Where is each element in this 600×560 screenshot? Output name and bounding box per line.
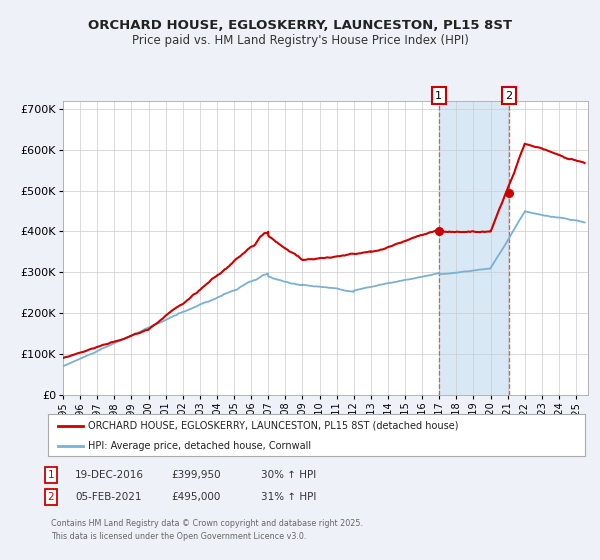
- Text: 1: 1: [47, 470, 55, 480]
- Text: ORCHARD HOUSE, EGLOSKERRY, LAUNCESTON, PL15 8ST: ORCHARD HOUSE, EGLOSKERRY, LAUNCESTON, P…: [88, 18, 512, 32]
- Text: £495,000: £495,000: [171, 492, 220, 502]
- Text: 19-DEC-2016: 19-DEC-2016: [75, 470, 144, 480]
- Text: Contains HM Land Registry data © Crown copyright and database right 2025.: Contains HM Land Registry data © Crown c…: [51, 519, 363, 528]
- Text: 30% ↑ HPI: 30% ↑ HPI: [261, 470, 316, 480]
- Text: Price paid vs. HM Land Registry's House Price Index (HPI): Price paid vs. HM Land Registry's House …: [131, 34, 469, 47]
- Text: This data is licensed under the Open Government Licence v3.0.: This data is licensed under the Open Gov…: [51, 532, 307, 541]
- Text: 05-FEB-2021: 05-FEB-2021: [75, 492, 142, 502]
- Text: 31% ↑ HPI: 31% ↑ HPI: [261, 492, 316, 502]
- Text: £399,950: £399,950: [171, 470, 221, 480]
- Text: 2: 2: [506, 91, 513, 101]
- Text: 1: 1: [435, 91, 442, 101]
- Bar: [439, 101, 509, 395]
- Text: ORCHARD HOUSE, EGLOSKERRY, LAUNCESTON, PL15 8ST (detached house): ORCHARD HOUSE, EGLOSKERRY, LAUNCESTON, P…: [88, 421, 459, 431]
- Text: 2: 2: [47, 492, 55, 502]
- Text: HPI: Average price, detached house, Cornwall: HPI: Average price, detached house, Corn…: [88, 441, 311, 451]
